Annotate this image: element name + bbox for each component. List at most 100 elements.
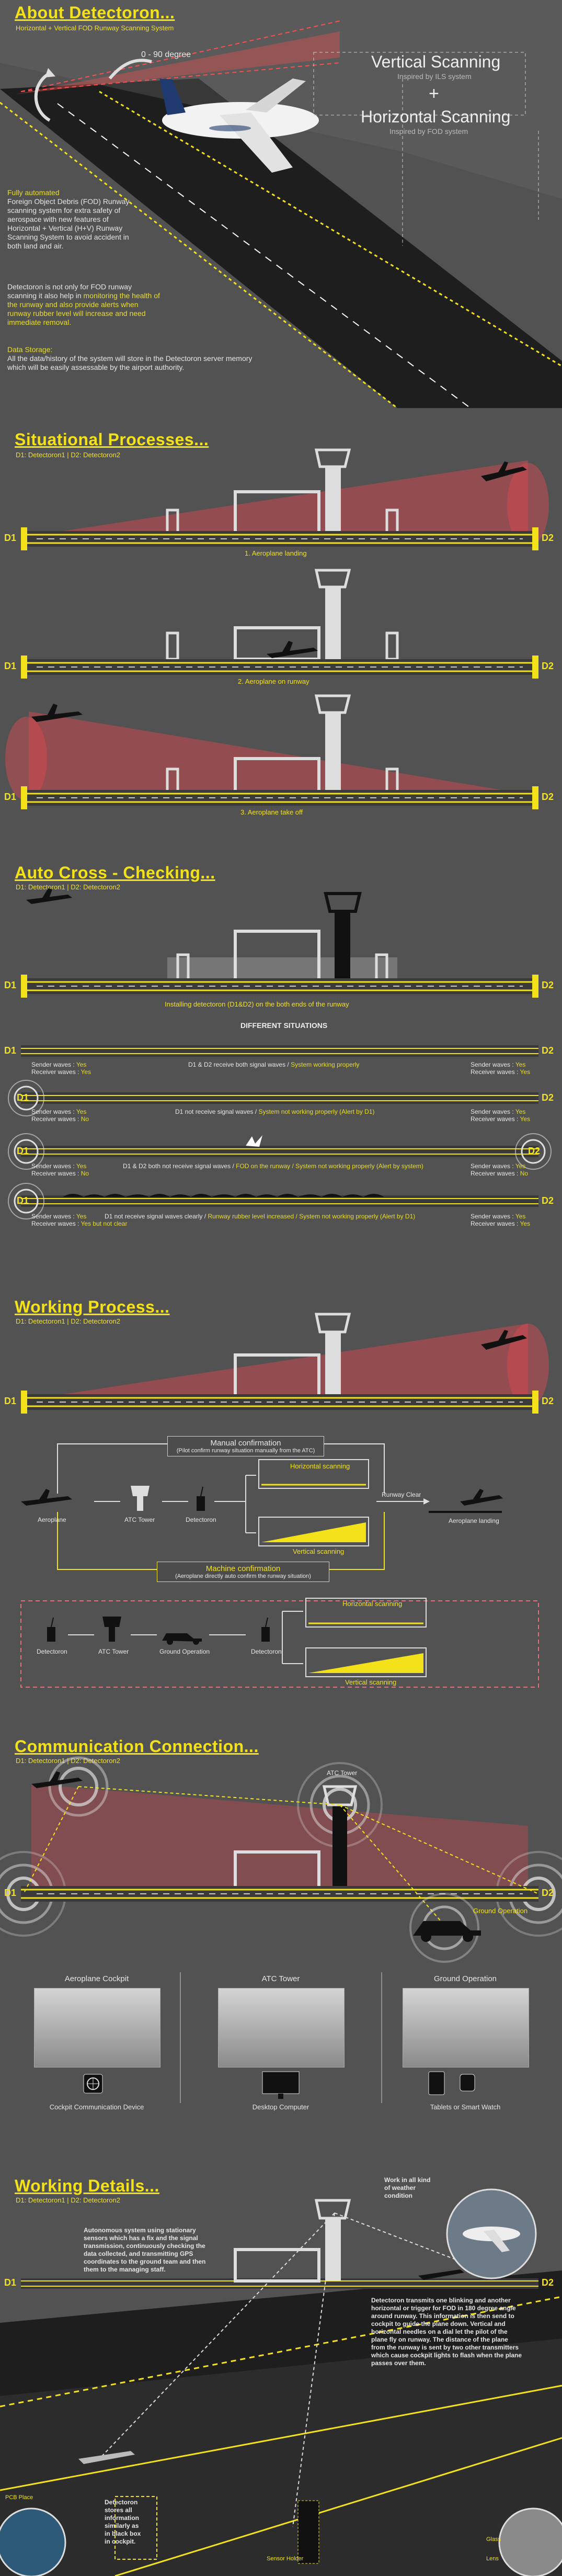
atc-tower-photo: [218, 1988, 345, 2067]
communication-title: Communication Connection...: [15, 1737, 259, 1756]
about-subtitle: Horizontal + Vertical FOD Runway Scannin…: [16, 24, 174, 32]
situation4-sender: Sender waves : Yes: [31, 1213, 87, 1220]
about-title: About Detectoron...: [15, 3, 175, 22]
caption-on-runway: 2. Aeroplane on runway: [238, 677, 309, 685]
ground-detectoron-label-2: Detectoron: [251, 1648, 282, 1655]
d2-label: D2: [542, 1092, 554, 1103]
ground-vertical-label: Vertical scanning: [345, 1678, 397, 1686]
d2-label: D2: [542, 1396, 554, 1406]
about-illustration: [0, 0, 562, 409]
atc-tower-icon: [102, 1617, 121, 1642]
machine-confirmation-title: Machine confirmation: [205, 1564, 281, 1573]
situation3-receiver-d2: Receiver waves : No: [471, 1170, 529, 1177]
situational-subtitle: D1: Detectoron1 | D2: Detectoron2: [16, 451, 120, 459]
situation4-receiver-d2: Receiver waves : Yes: [471, 1220, 531, 1227]
flow-landing-label: Aeroplane landing: [449, 1517, 499, 1524]
situation3-receiver: Receiver waves : No: [31, 1170, 89, 1177]
airplane-icon: [463, 2227, 520, 2252]
desktop-computer-label: Desktop Computer: [252, 2103, 309, 2111]
details-right-text: Detectoron transmits one blinking and an…: [371, 2297, 522, 2367]
d2-label: D2: [542, 792, 554, 802]
ground-operation-label: Ground Operation: [473, 1907, 528, 1915]
airplane-icon: [460, 1489, 503, 1506]
smart-watch-icon: [460, 2074, 475, 2092]
communication-subtitle: D1: Detectoron1 | D2: Detectoron2: [16, 1757, 120, 1765]
d1-label: D1: [4, 2277, 17, 2288]
d2-label: D2: [542, 533, 554, 543]
working-details-illustration: [0, 2188, 562, 2576]
ground-operation-heading: Ground Operation: [433, 1974, 497, 1983]
different-situations-heading: DIFFERENT SITUATIONS: [240, 1021, 328, 1030]
situation1-receiver-d2: Receiver waves : Yes: [471, 1068, 531, 1076]
situation1-sender: Sender waves : Yes: [31, 1061, 87, 1068]
d2-label: D2: [528, 1146, 541, 1156]
working-process-section: Working Process... D1: Detectoron1 | D2:…: [0, 1287, 562, 1721]
sensor-holder-label: Sensor Holder: [267, 2556, 304, 2562]
situation3-sender-d2: Sender waves : Yes: [471, 1162, 526, 1170]
working-details-section: Working Details... D1: Detectoron1 | D2:…: [0, 2166, 562, 2576]
about-para2-highlight: monitoring the health of the runway and …: [7, 291, 160, 326]
d2-label: D2: [542, 1195, 554, 1206]
about-paragraph-1: Fully automated Foreign Object Debris (F…: [7, 188, 141, 251]
ground-atc-label: ATC Tower: [98, 1648, 129, 1655]
airplane-icon: [26, 888, 72, 904]
d1-label: D1: [4, 533, 17, 543]
vertical-scanning-subtitle: Inspired by ILS system: [397, 72, 472, 81]
working-process-subtitle: D1: Detectoron1 | D2: Detectoron2: [16, 1317, 120, 1325]
details-bottom-text: Detectoron stores all information simila…: [105, 2499, 141, 2545]
pcb-place-label: PCB Place: [5, 2494, 33, 2501]
manual-confirmation-title: Manual confirmation: [210, 1439, 281, 1448]
situational-section: Situational Processes... D1: Detectoron1…: [0, 419, 562, 848]
angle-label: 0 - 90 degree: [141, 50, 191, 59]
situation1-text: D1 & D2 receive both signal waves / Syst…: [188, 1061, 360, 1068]
flow-runway-clear-label: Runway Clear: [382, 1491, 421, 1498]
working-details-subtitle: D1: Detectoron1 | D2: Detectoron2: [16, 2196, 120, 2204]
about-para1-highlight: Fully automated: [7, 188, 60, 197]
auto-cross-subtitle: D1: Detectoron1 | D2: Detectoron2: [16, 883, 120, 891]
auto-cross-illustration: [8, 888, 552, 1219]
situational-title: Situational Processes...: [15, 430, 209, 449]
about-section: About Detectoron... Horizontal + Vertica…: [0, 0, 562, 409]
d1-label: D1: [4, 1045, 17, 1056]
airplane-icon: [31, 1771, 83, 1788]
about-paragraph-3: Data Storage: All the data/history of th…: [7, 345, 253, 372]
ground-horizontal-label: Horizontal scanning: [342, 1600, 403, 1608]
cockpit-photo: [34, 1988, 160, 2067]
car-icon: [413, 1921, 481, 1942]
situation2-sender-d2: Sender waves : Yes: [471, 1108, 526, 1115]
glass-label: Glass: [486, 2536, 501, 2543]
situation4-sender-d2: Sender waves : Yes: [471, 1213, 526, 1220]
working-process-illustration: [20, 1313, 549, 1688]
airplane-icon: [418, 2269, 464, 2280]
communication-section: Communication Connection... D1: Detector…: [0, 1726, 562, 2161]
atc-tower-icon: [131, 1486, 150, 1511]
machine-confirmation-subtitle: (Aeroplane directly auto confirm the run…: [175, 1573, 311, 1579]
horizontal-scanning-title: Horizontal Scanning: [361, 107, 511, 126]
flow-horizontal-label: Horizontal scanning: [290, 1462, 350, 1470]
machine-confirmation-box: Machine confirmation (Aeroplane directly…: [157, 1562, 329, 1582]
flow-aeroplane-label: Aeroplane: [38, 1516, 66, 1523]
cockpit-heading: Aeroplane Cockpit: [64, 1974, 129, 1983]
cockpit-device-icon: [83, 2074, 103, 2094]
tablet-watch-label: Tablets or Smart Watch: [430, 2103, 501, 2111]
situation4-text: D1 not receive signal waves clearly / Ru…: [105, 1213, 416, 1220]
d2-label: D2: [542, 1045, 554, 1056]
detectoron-icon: [197, 1486, 205, 1511]
ground-operation-label: Ground Operation: [159, 1648, 210, 1655]
d1-label: D1: [17, 1092, 29, 1103]
details-weather-text: Work in all kind of weather condition: [384, 2176, 431, 2199]
plus-sign: +: [429, 84, 439, 104]
desktop-computer-icon: [262, 2071, 300, 2099]
auto-cross-section: Auto Cross - Checking... D1: Detectoron1…: [0, 853, 562, 1282]
manual-confirmation-subtitle: (Pilot confirm runway situation manually…: [176, 1448, 315, 1454]
cockpit-device-label: Cockpit Communication Device: [49, 2103, 144, 2111]
d1-label: D1: [17, 1195, 29, 1206]
airplane-icon: [159, 78, 319, 173]
d2-label: D2: [542, 980, 554, 990]
working-details-title: Working Details...: [15, 2176, 159, 2195]
airplane-icon: [31, 704, 83, 722]
situational-illustration: [5, 448, 549, 809]
about-para2-body: Detectoron is not only for FOD runway sc…: [7, 283, 132, 300]
airplane-icon: [481, 1330, 527, 1350]
d1-label: D1: [4, 1396, 17, 1406]
